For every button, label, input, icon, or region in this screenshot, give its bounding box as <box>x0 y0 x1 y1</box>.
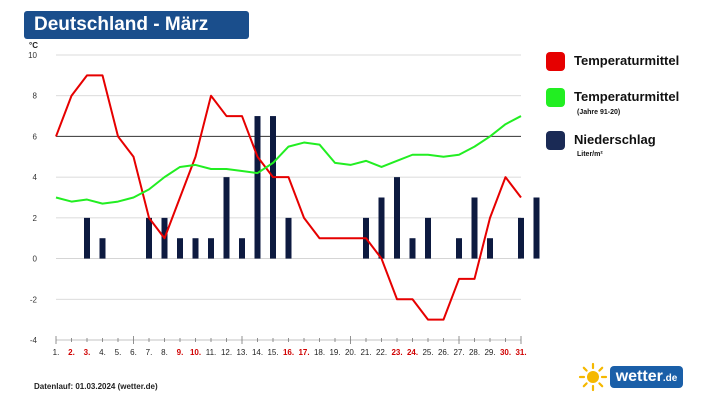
precipitation-bar <box>84 217 90 259</box>
chart-title: Deutschland - März <box>24 11 249 39</box>
precipitation-bar <box>223 177 230 259</box>
precipitation-bar <box>239 238 245 259</box>
x-tick-label: 7. <box>146 348 153 357</box>
legend-swatch <box>546 131 565 150</box>
x-tick-label: 2. <box>68 348 75 357</box>
wetter-de-logo[interactable]: wetter.de <box>578 362 694 392</box>
y-axis: -4 -2 0 2 4 6 8 10°C <box>28 41 38 345</box>
x-tick-label: 14. <box>252 348 263 357</box>
x-tick-label: 3. <box>84 348 91 357</box>
sun-icon <box>578 362 608 392</box>
legend-swatch <box>546 52 565 71</box>
x-tick-label: 11. <box>206 348 217 357</box>
precipitation-bar <box>177 238 183 259</box>
y-tick-label: 2 <box>33 214 38 223</box>
legend-sublabel: (Jahre 91-20) <box>577 109 621 116</box>
precipitation-bar <box>208 238 214 259</box>
x-tick-label: 17. <box>298 348 309 357</box>
y-tick-label: 4 <box>33 173 38 182</box>
x-tick-label: 4. <box>99 348 106 357</box>
x-tick-label: 26. <box>438 348 449 357</box>
y-tick-label: 10 <box>28 51 37 60</box>
x-tick-label: 28. <box>469 348 480 357</box>
x-tick-label: 15. <box>267 348 278 357</box>
legend-label: Temperaturmittel <box>574 53 680 68</box>
y-tick-label: -4 <box>30 336 38 345</box>
x-tick-label: 19. <box>329 348 340 357</box>
y-tick-label: 0 <box>33 255 38 264</box>
precipitation-bar <box>533 197 540 259</box>
y-axis-label: °C <box>29 41 38 50</box>
x-axis: 1. 2. 3. 4. 5. 6. 7. 8. 9. 10. 11. 12. 13. 14. 15. 16. 1… <box>53 336 527 357</box>
precipitation-bar <box>394 177 400 259</box>
precipitation-bar <box>425 217 431 259</box>
x-tick-label: 12. <box>221 348 232 357</box>
temperature-lines <box>55 74 522 321</box>
y-tick-label: 6 <box>33 132 38 141</box>
precipitation-bar <box>456 238 462 259</box>
precipitation-bar <box>409 238 416 259</box>
precipitation-bar <box>254 116 261 259</box>
logo-wordmark: wetter.de <box>610 366 683 388</box>
x-tick-label: 21. <box>360 348 371 357</box>
x-tick-label: 31. <box>515 348 526 357</box>
x-tick-label: 8. <box>161 348 168 357</box>
legend-label: Niederschlag <box>574 132 656 147</box>
x-tick-label: 30. <box>500 348 511 357</box>
x-tick-label: 16. <box>283 348 294 357</box>
precipitation-bar <box>471 197 478 259</box>
precipitation-bar <box>146 217 152 259</box>
x-tick-label: 13. <box>236 348 247 357</box>
precipitation-bar <box>99 238 106 259</box>
temperature-line <box>55 74 522 321</box>
x-tick-label: 22. <box>376 348 387 357</box>
x-tick-label: 20. <box>345 348 356 357</box>
x-tick-label: 10. <box>190 348 201 357</box>
precipitation-bar <box>518 217 524 259</box>
x-tick-label: 18. <box>314 348 325 357</box>
x-tick-label: 29. <box>484 348 495 357</box>
x-tick-label: 6. <box>130 348 137 357</box>
x-tick-label: 23. <box>391 348 402 357</box>
x-tick-label: 5. <box>115 348 122 357</box>
data-run-footnote: Datenlauf: 01.03.2024 (wetter.de) <box>34 382 158 391</box>
x-tick-label: 24. <box>407 348 418 357</box>
precipitation-bar <box>285 217 292 259</box>
precipitation-bar <box>487 238 493 259</box>
x-tick-label: 27. <box>453 348 464 357</box>
x-tick-label: 25. <box>422 348 433 357</box>
precipitation-bar <box>270 116 276 259</box>
legend-swatch <box>546 88 565 107</box>
legend-sublabel: Liter/m² <box>577 151 603 158</box>
x-tick-label: 1. <box>53 348 60 357</box>
temperature-normal-line <box>55 115 522 205</box>
y-tick-label: 8 <box>33 92 38 101</box>
precipitation-bar <box>192 238 199 259</box>
y-tick-label: -2 <box>30 295 38 304</box>
x-tick-label: 9. <box>177 348 184 357</box>
legend-label: Temperaturmittel <box>574 89 680 104</box>
precipitation-bar <box>378 197 385 259</box>
